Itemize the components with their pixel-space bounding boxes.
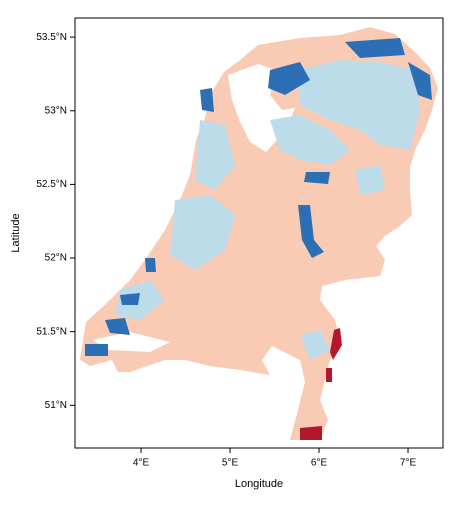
y-tick-label: 51°N	[45, 400, 67, 411]
map	[80, 27, 438, 440]
y-tick-label: 52.5°N	[36, 179, 67, 190]
land	[80, 27, 438, 440]
plot-frame	[74, 17, 444, 449]
deep-wet-area	[85, 38, 432, 356]
dry-area	[300, 328, 342, 440]
y-axis-label: Latitude	[10, 213, 22, 252]
x-axis-label: Longitude	[235, 478, 283, 490]
x-tick-label: 5°E	[222, 458, 239, 469]
x-tick-label: 6°E	[311, 458, 328, 469]
y-tick-label: 52°N	[45, 253, 67, 264]
estuary	[92, 332, 170, 352]
y-tick-label: 51.5°N	[36, 326, 67, 337]
y-tick-label: 53.5°N	[36, 32, 67, 43]
x-tick-label: 4°E	[133, 458, 150, 469]
y-tick-label: 53°N	[45, 105, 67, 116]
x-tick-label: 7°E	[400, 458, 417, 469]
wet-area	[115, 60, 420, 360]
